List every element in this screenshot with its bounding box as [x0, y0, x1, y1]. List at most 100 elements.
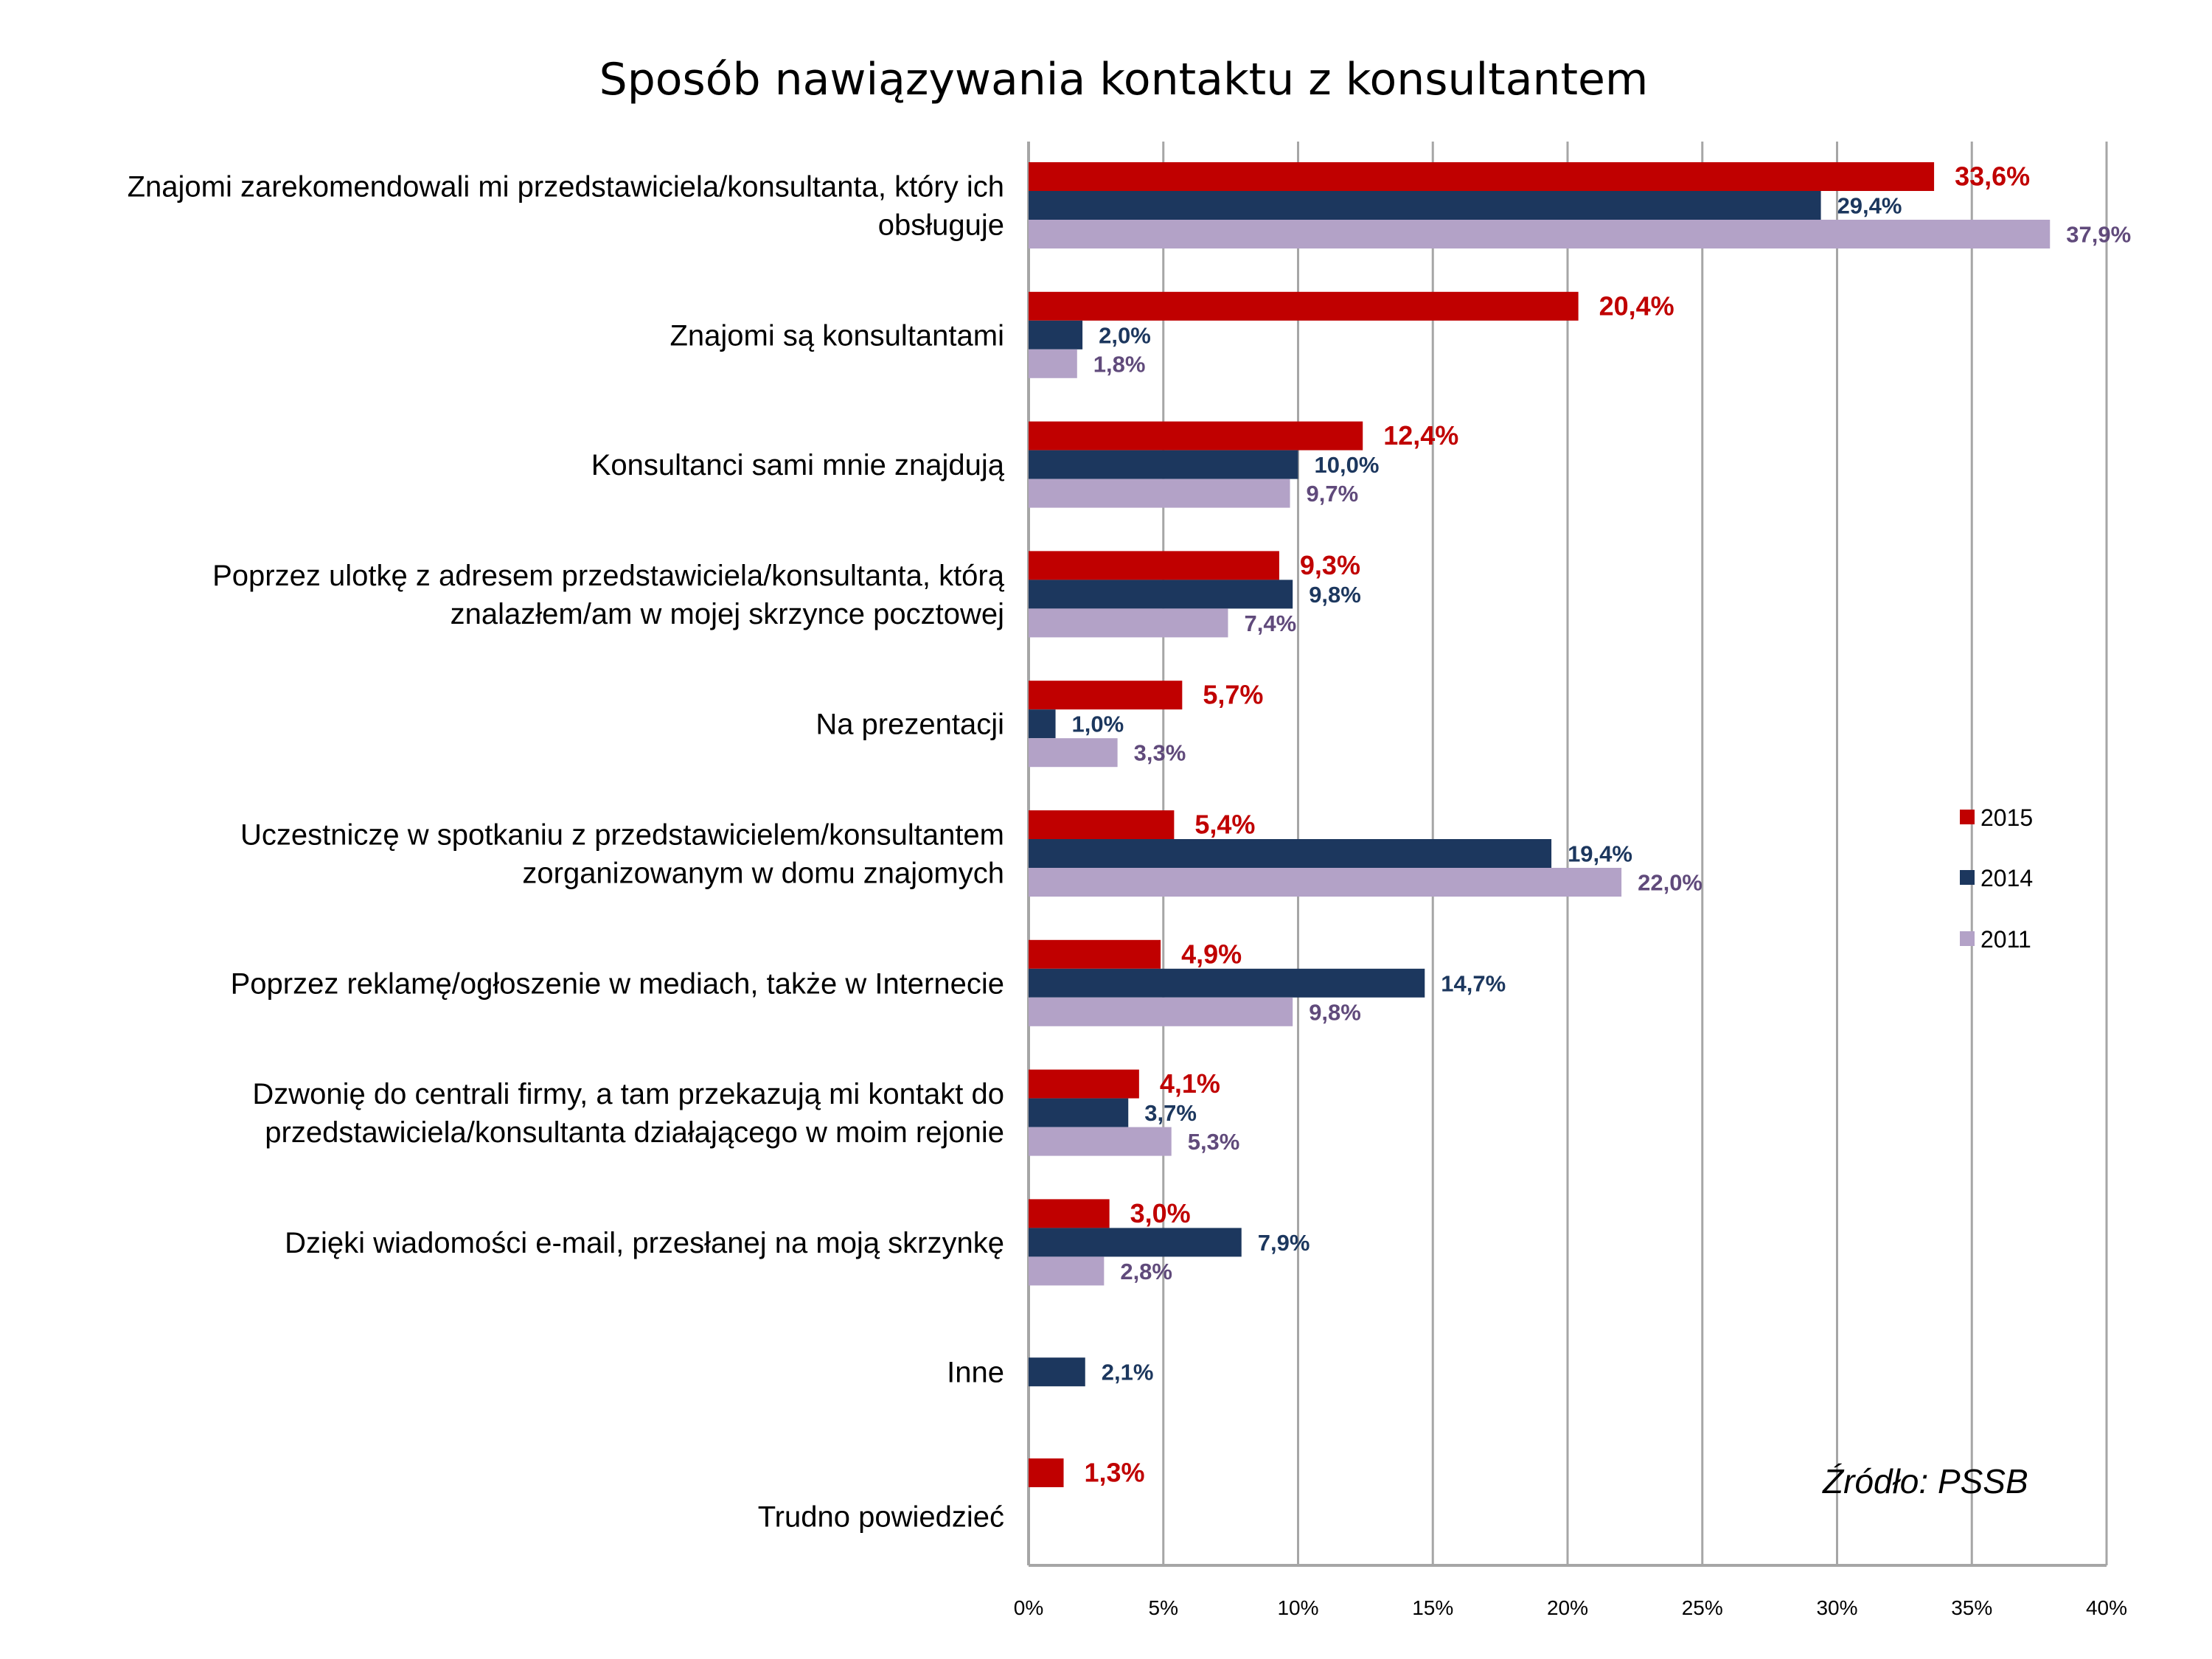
legend-swatch-2015	[1960, 810, 1975, 824]
bar-2015	[1029, 1458, 1064, 1487]
bar-2015	[1029, 291, 1579, 321]
bar-2011	[1029, 1256, 1105, 1286]
legend-item-2014: 2014	[1960, 865, 2033, 891]
data-label-2014: 3,7%	[1144, 1100, 1197, 1126]
data-label-2015: 12,4%	[1383, 420, 1458, 451]
x-tick-label: 35%	[1951, 1596, 1992, 1619]
bar-2011	[1029, 479, 1290, 508]
bar-2015	[1029, 939, 1161, 969]
data-label-2014: 14,7%	[1441, 970, 1506, 996]
bar-2014	[1029, 1098, 1129, 1127]
category-label: Na prezentacji	[815, 709, 1004, 741]
x-axis-ticks: 0% 5% 10% 15% 20% 25% 30% 35% 40%	[1014, 1596, 2127, 1619]
bar-2015	[1029, 810, 1175, 839]
legend-item-2011: 2011	[1960, 926, 2031, 953]
data-label-2015: 4,1%	[1160, 1068, 1220, 1099]
category-label: Poprzez ulotkę z adresem przedstawiciela…	[212, 560, 1005, 630]
legend-swatch-2014	[1960, 870, 1975, 885]
category-label-line: przedstawiciela/konsultanta działającego…	[265, 1116, 1004, 1149]
gridlines	[1027, 142, 2108, 1567]
category-label: Dzwonię do centrali firmy, a tam przekaz…	[252, 1078, 1004, 1149]
legend: 2015 2014 2011	[1960, 804, 2033, 953]
category-labels: Znajomi zarekomendowali mi przedstawicie…	[128, 171, 1005, 1534]
category-label-line: Na prezentacji	[815, 709, 1004, 741]
legend-swatch-2011	[1960, 931, 1975, 946]
data-label-2011: 22,0%	[1638, 870, 1703, 896]
category-label-line: Dzięki wiadomości e-mail, przesłanej na …	[285, 1227, 1004, 1259]
data-label-2014: 19,4%	[1568, 841, 1632, 867]
data-label-2015: 1,3%	[1085, 1458, 1145, 1488]
x-tick-label: 5%	[1149, 1596, 1178, 1619]
bar-2011	[1029, 349, 1077, 378]
bar-2011	[1029, 997, 1293, 1026]
bar-2015	[1029, 421, 1363, 451]
legend-label-2014: 2014	[1980, 865, 2033, 891]
category-label: Poprzez reklamę/ogłoszenie w mediach, ta…	[231, 967, 1004, 1000]
bars	[1029, 162, 2051, 1487]
legend-label-2011: 2011	[1980, 926, 2031, 953]
category-label: Dzięki wiadomości e-mail, przesłanej na …	[285, 1227, 1004, 1259]
bar-2014	[1029, 580, 1293, 609]
bar-2011	[1029, 608, 1228, 638]
category-label-line: Dzwonię do centrali firmy, a tam przekaz…	[252, 1078, 1004, 1110]
bar-2011	[1029, 220, 2051, 248]
bar-2015	[1029, 1069, 1139, 1099]
data-label-2014: 7,9%	[1258, 1230, 1310, 1256]
category-label-line: znalazłem/am w mojej skrzynce pocztowej	[451, 598, 1004, 630]
x-tick-label: 40%	[2086, 1596, 2127, 1619]
data-label-2015: 3,0%	[1130, 1198, 1191, 1228]
bar-2015	[1029, 162, 1935, 191]
category-label: Inne	[947, 1357, 1004, 1389]
data-label-2011: 1,8%	[1093, 351, 1146, 377]
data-label-2011: 2,8%	[1120, 1259, 1172, 1284]
category-label-line: zorganizowanym w domu znajomych	[522, 858, 1004, 890]
bar-2015	[1029, 551, 1279, 580]
data-label-2014: 9,8%	[1309, 582, 1361, 608]
bar-2014	[1029, 968, 1425, 998]
data-label-2015: 33,6%	[1955, 161, 2030, 192]
x-tick-label: 20%	[1547, 1596, 1588, 1619]
data-label-2011: 9,8%	[1309, 999, 1361, 1025]
bar-2014	[1029, 191, 1821, 220]
bar-2014	[1029, 320, 1083, 349]
category-label: Uczestniczę w spotkaniu z przedstawiciel…	[240, 819, 1004, 890]
category-label-line: Trudno powiedzieć	[758, 1501, 1004, 1534]
x-tick-label: 30%	[1816, 1596, 1857, 1619]
x-tick-label: 10%	[1277, 1596, 1318, 1619]
data-label-2015: 4,9%	[1181, 939, 1242, 969]
data-label-2015: 20,4%	[1599, 291, 1674, 321]
x-tick-label: 0%	[1014, 1596, 1043, 1619]
category-label: Konsultanci sami mnie znajdują	[591, 449, 1005, 481]
bar-2014	[1029, 709, 1056, 739]
category-label-line: obsługuje	[878, 209, 1004, 242]
data-label-2015: 9,3%	[1300, 550, 1360, 580]
category-label-line: Uczestniczę w spotkaniu z przedstawiciel…	[240, 819, 1004, 852]
data-label-2011: 3,3%	[1134, 740, 1186, 766]
data-label-2011: 5,3%	[1188, 1129, 1240, 1155]
category-label-line: Poprzez ulotkę z adresem przedstawiciela…	[212, 560, 1005, 592]
chart-title: Sposób nawiązywania kontaktu z konsultan…	[599, 54, 1649, 105]
data-label-2015: 5,4%	[1194, 810, 1255, 840]
category-label: Trudno powiedzieć	[758, 1501, 1004, 1534]
bar-2014	[1029, 1357, 1085, 1387]
data-label-2014: 2,1%	[1102, 1360, 1154, 1385]
bar-2011	[1029, 1127, 1172, 1156]
bar-2015	[1029, 1199, 1110, 1228]
category-label: Znajomi zarekomendowali mi przedstawicie…	[128, 171, 1004, 242]
category-label: Znajomi są konsultantami	[669, 319, 1004, 352]
category-label-line: Inne	[947, 1357, 1004, 1389]
data-label-2011: 7,4%	[1244, 611, 1296, 636]
bar-2014	[1029, 1228, 1242, 1257]
category-label-line: Konsultanci sami mnie znajdują	[591, 449, 1005, 481]
data-label-2015: 5,7%	[1203, 680, 1263, 710]
data-label-2014: 2,0%	[1099, 322, 1151, 348]
data-labels: 33,6% 29,4% 37,9% 20,4% 2,0% 1,8% 12,4%10,0% 9,…	[1072, 161, 2132, 1488]
category-label-line: Znajomi są konsultantami	[669, 319, 1004, 352]
data-label-2011: 37,9%	[2066, 222, 2131, 248]
bar-2011	[1029, 738, 1118, 768]
x-tick-label: 15%	[1412, 1596, 1453, 1619]
bar-2015	[1029, 681, 1183, 710]
bar-2011	[1029, 868, 1622, 897]
data-label-2014: 29,4%	[1837, 193, 1902, 219]
